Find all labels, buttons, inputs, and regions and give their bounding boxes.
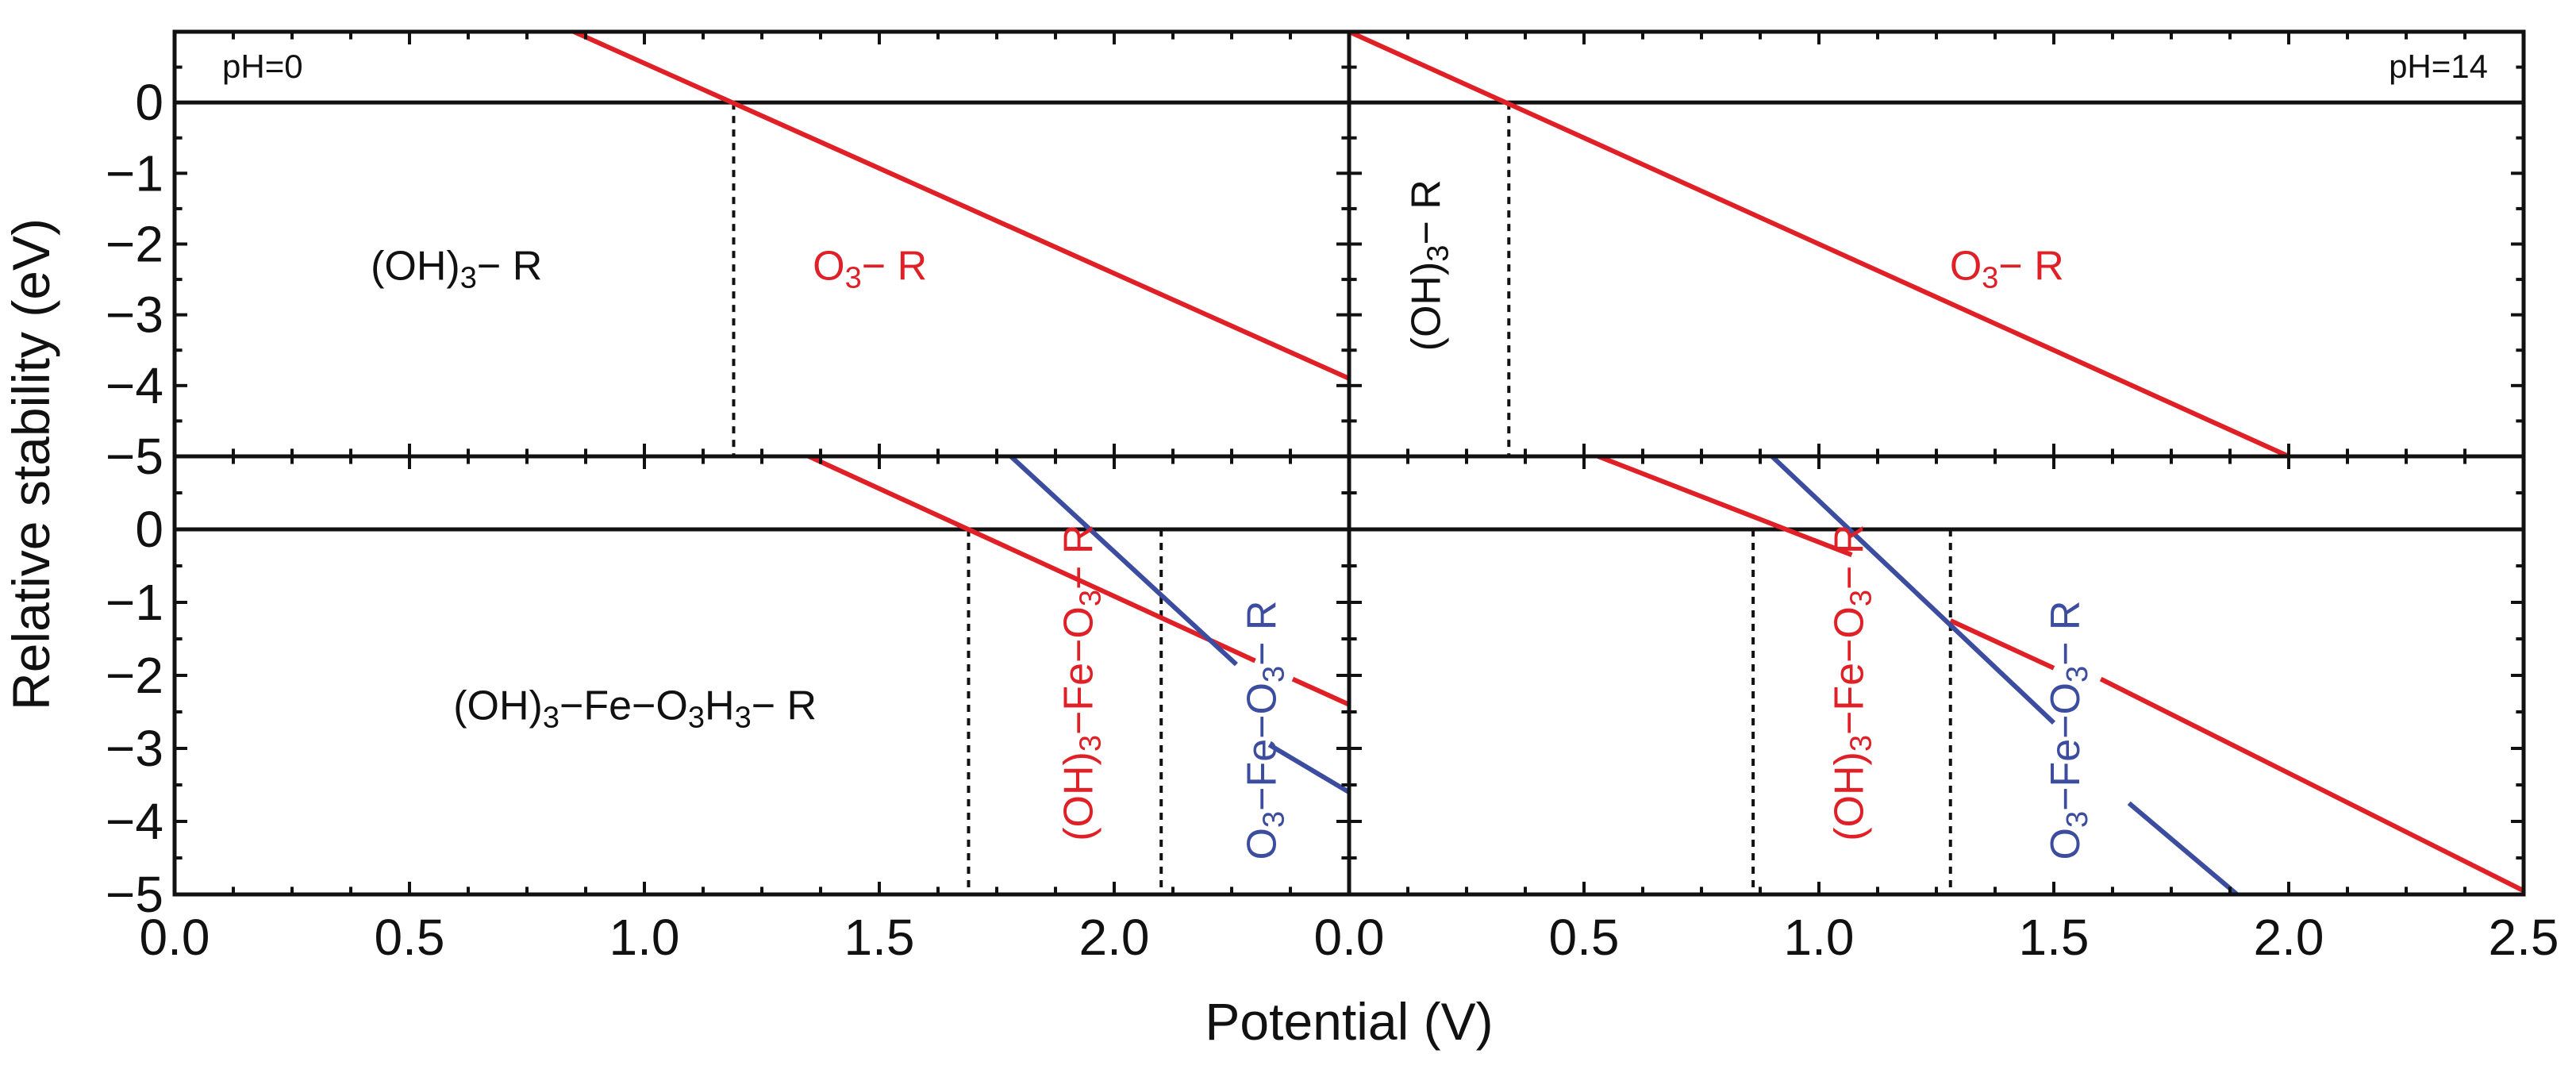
species-label: (OH)3− R xyxy=(371,243,542,294)
x-tick-label: 2.0 xyxy=(1079,909,1150,966)
series-line xyxy=(1291,676,1349,707)
x-tick-label: 2.0 xyxy=(2254,909,2324,966)
y-tick-label: 0 xyxy=(135,74,163,131)
series-line xyxy=(1597,456,1853,557)
x-tick-label: 0.0 xyxy=(1314,909,1385,966)
y-tick-label: −5 xyxy=(106,428,163,485)
series-line xyxy=(1949,618,2055,671)
series-line xyxy=(807,456,1256,663)
panel-content xyxy=(175,456,1349,894)
series-line xyxy=(572,32,1349,381)
panel-content xyxy=(1349,456,2524,894)
y-axis-title: Relative stability (eV) xyxy=(2,218,60,710)
y-tick-label: −3 xyxy=(106,287,163,344)
panel-content xyxy=(1349,32,2524,456)
x-tick-label: 1.0 xyxy=(1784,909,1855,966)
species-label: O3−Fe−O3− R xyxy=(1239,601,1290,860)
x-tick-label: 2.5 xyxy=(2489,909,2559,966)
x-tick-label: 0.5 xyxy=(375,909,445,966)
ph-label: pH=14 xyxy=(2389,48,2488,85)
species-label: (OH)3− R xyxy=(1403,179,1455,351)
species-label: O3− R xyxy=(1950,243,2064,294)
y-tick-label: −4 xyxy=(106,357,163,414)
ph-label: pH=0 xyxy=(222,48,303,85)
series-line xyxy=(1349,32,2290,456)
panel-frame xyxy=(172,454,1351,897)
y-tick-label: −2 xyxy=(106,647,163,704)
y-tick-label: −1 xyxy=(106,144,163,202)
panel-frame xyxy=(172,29,1351,459)
x-tick-label: 0.0 xyxy=(140,909,210,966)
x-axis-title: Potential (V) xyxy=(1205,992,1493,1051)
y-tick-label: −5 xyxy=(106,866,163,923)
y-tick-label: −1 xyxy=(106,574,163,631)
series-line xyxy=(2127,801,2239,894)
y-tick-label: −2 xyxy=(106,216,163,273)
x-tick-label: 1.5 xyxy=(844,909,915,966)
panel-frame xyxy=(1347,29,2526,459)
species-label: (OH)3−Fe−O3− R xyxy=(1055,525,1107,841)
x-tick-label: 1.0 xyxy=(609,909,680,966)
y-tick-label: −4 xyxy=(106,793,163,850)
species-label: (OH)3−Fe−O3H3− R xyxy=(453,683,817,734)
y-tick-label: −3 xyxy=(106,720,163,777)
species-label: O3− R xyxy=(813,243,927,294)
series-line xyxy=(1009,456,1238,667)
panel-content xyxy=(175,32,1349,456)
series-line xyxy=(2099,676,2524,894)
series-line xyxy=(1267,742,1349,794)
species-label: (OH)3−Fe−O3− R xyxy=(1826,525,1878,841)
panel-frame xyxy=(1347,454,2526,897)
series-line xyxy=(1770,456,2056,725)
species-label: O3−Fe−O3− R xyxy=(2042,601,2093,860)
y-tick-label: 0 xyxy=(135,501,163,558)
x-tick-label: 1.5 xyxy=(2019,909,2090,966)
x-tick-label: 0.5 xyxy=(1549,909,1620,966)
